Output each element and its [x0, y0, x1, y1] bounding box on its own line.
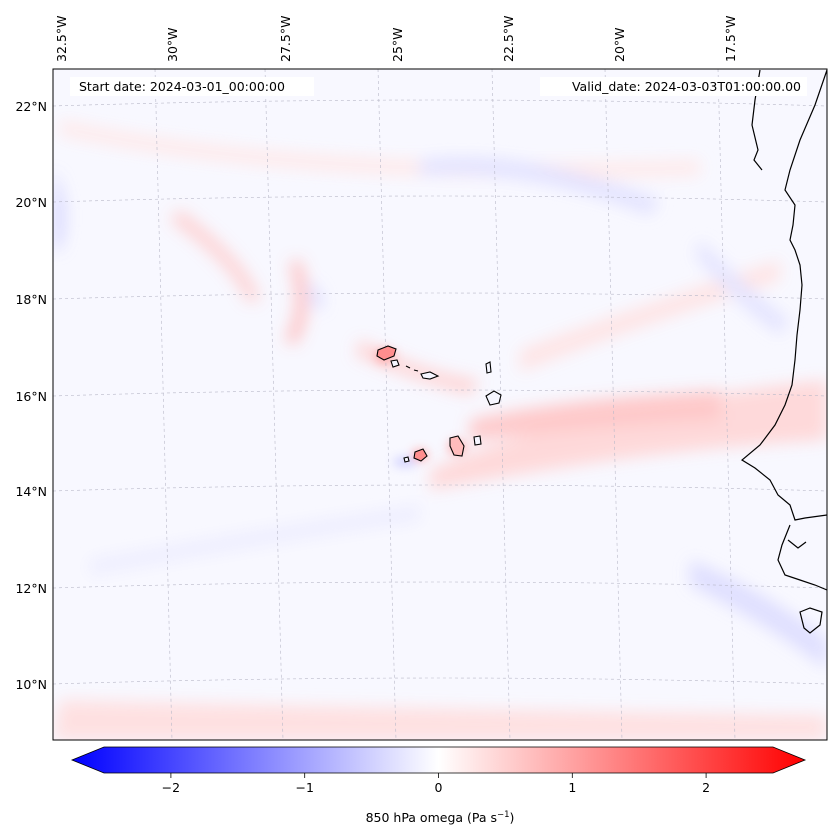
lat-label: 18°N	[15, 292, 47, 307]
island-sao-vicente	[390, 359, 400, 368]
colorbar-label: 850 hPa omega (Pa s−1)	[366, 810, 515, 825]
valid-date-box	[540, 77, 807, 96]
africa-coastline	[740, 69, 827, 521]
lon-label: 32.5°W	[54, 16, 69, 62]
latitude-labels: 22°N 20°N 18°N 16°N 14°N 12°N 10°N	[15, 99, 47, 692]
valid-date-label: Valid_date: 2024-03-03T01:00:00.00	[572, 79, 801, 94]
lat-label: 14°N	[15, 484, 47, 499]
colorbar: −2 −1 0 1 2 850 hPa omega (Pa s−1)	[70, 746, 807, 825]
longitude-labels: 32.5°W 30°W 27.5°W 25°W 22.5°W 20°W 17.5…	[54, 16, 738, 62]
lon-label: 22.5°W	[501, 16, 516, 62]
map-frame	[52, 68, 828, 741]
lat-label: 10°N	[15, 677, 47, 692]
lat-label: 20°N	[15, 195, 47, 210]
island-sao-nicolau	[420, 371, 440, 380]
colorbar-tick-label: −2	[162, 780, 180, 795]
colorbar-tick-label: 2	[702, 780, 710, 795]
lon-label: 25°W	[390, 27, 405, 62]
colorbar-tick-label: 0	[435, 780, 443, 795]
island-maio	[473, 435, 482, 446]
start-date-box	[70, 77, 314, 96]
colorbar-tick-label: 1	[568, 780, 576, 795]
colorbar-tick-label: −1	[295, 780, 313, 795]
lat-label: 16°N	[15, 389, 47, 404]
omega-field	[53, 69, 827, 740]
island-sal	[485, 361, 492, 374]
lat-label: 12°N	[15, 581, 47, 596]
lon-label: 20°W	[612, 27, 627, 62]
colorbar-ticks: −2 −1 0 1 2	[162, 773, 710, 795]
graticule	[53, 69, 827, 740]
lon-label: 17.5°W	[723, 16, 738, 62]
coastline	[740, 69, 827, 634]
cape-verde-islands	[376, 345, 502, 463]
start-date-label: Start date: 2024-03-01_00:00:00	[79, 79, 285, 94]
lat-label: 22°N	[15, 99, 47, 114]
lon-label: 30°W	[165, 27, 180, 62]
island-fogo	[413, 448, 428, 462]
island-boa-vista	[485, 390, 502, 406]
lon-label: 27.5°W	[278, 16, 293, 62]
island-brava	[403, 456, 410, 463]
island-santiago	[449, 435, 465, 457]
island-santo-antao	[376, 345, 397, 361]
colorbar-bar	[70, 746, 807, 774]
